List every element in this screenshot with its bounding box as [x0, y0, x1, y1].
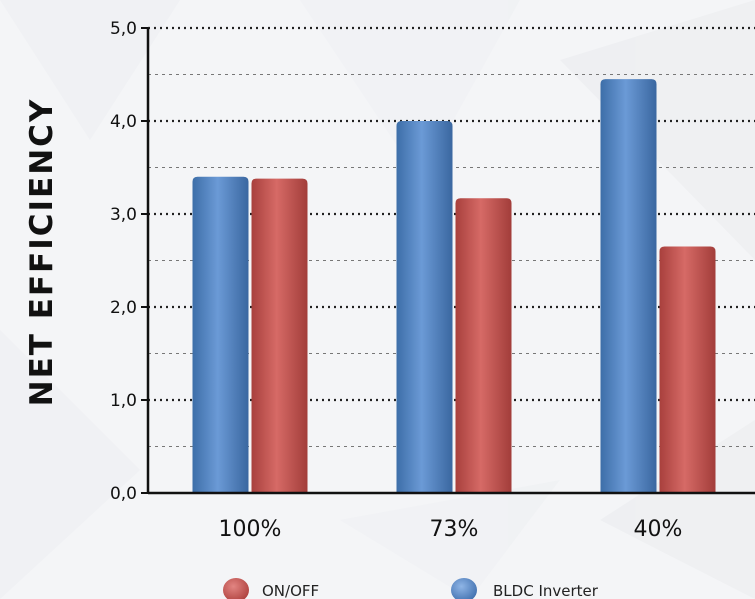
x-tick-labels: 100% 73% 40%	[219, 517, 683, 542]
y-tick-label: 0,0	[110, 484, 137, 504]
bar-bldc-inverter-2	[396, 121, 453, 493]
x-tick-label: 40%	[634, 517, 683, 542]
y-tick-labels: 0,0 1,0 2,0 3,0 4,0 5,0	[110, 19, 148, 504]
bars	[192, 79, 716, 494]
y-tick-label: 3,0	[110, 205, 137, 225]
legend-label-bldc-inverter: BLDC Inverter	[493, 582, 599, 599]
bar-on-off-3	[659, 246, 716, 493]
legend-item-bldc-inverter: BLDC Inverter	[451, 578, 599, 599]
y-tick-label: 2,0	[110, 298, 137, 318]
x-tick-label: 100%	[219, 517, 282, 542]
legend-label-on-off: ON/OFF	[262, 582, 319, 599]
axes	[146, 28, 755, 495]
y-tick-label: 5,0	[110, 19, 137, 39]
y-axis-title: NET EFFICIENCY	[24, 98, 60, 407]
x-tick-label: 73%	[430, 517, 479, 542]
legend-swatch-bldc-inverter	[451, 578, 477, 599]
y-tick-label: 4,0	[110, 112, 137, 132]
legend-swatch-on-off	[223, 578, 249, 599]
bar-on-off-1	[251, 178, 308, 493]
legend: ON/OFF BLDC Inverter	[223, 578, 599, 599]
bar-bldc-inverter-1	[192, 176, 249, 494]
bar-bldc-inverter-3	[600, 79, 657, 494]
bar-on-off-2	[455, 198, 512, 493]
legend-item-on-off: ON/OFF	[223, 578, 319, 599]
y-tick-label: 1,0	[110, 391, 137, 411]
